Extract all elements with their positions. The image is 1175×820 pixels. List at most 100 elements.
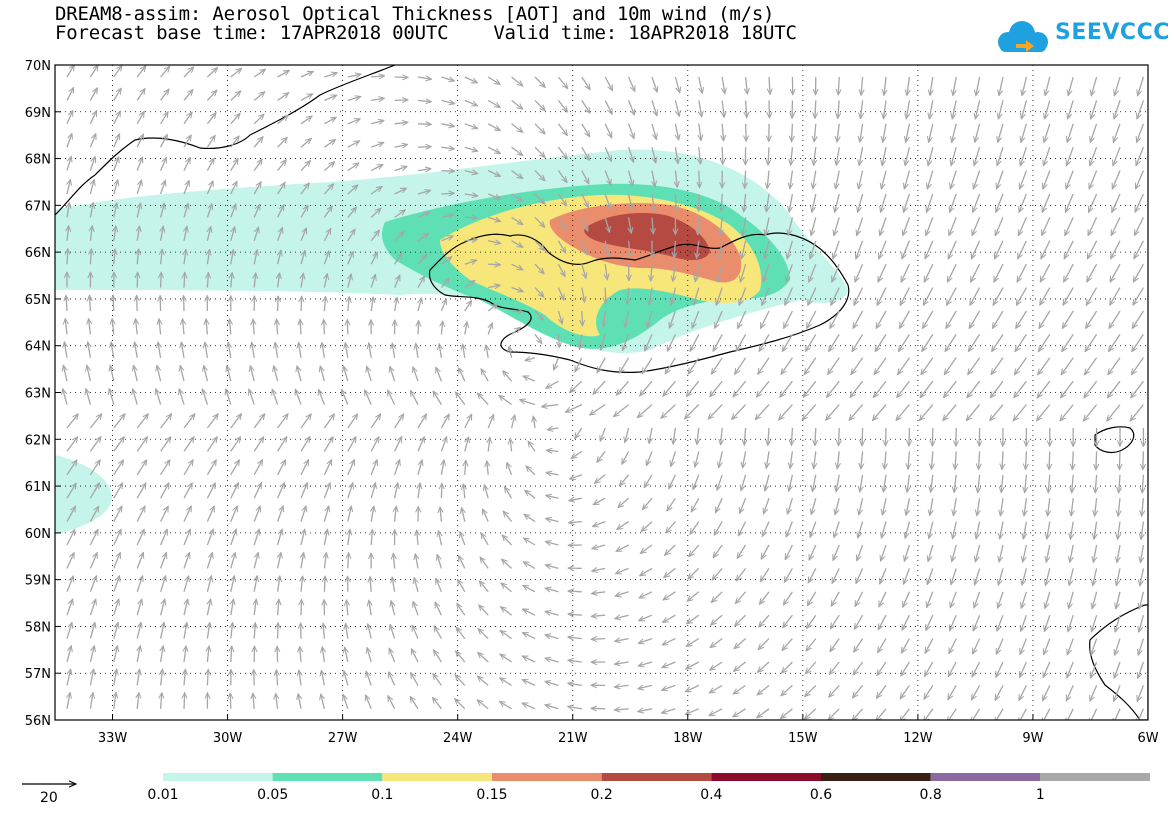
wind-arrow xyxy=(1091,76,1098,96)
wind-arrow xyxy=(746,100,747,117)
wind-arrow xyxy=(348,529,350,546)
wind-arrow xyxy=(417,190,431,194)
wind-arrow xyxy=(183,319,185,335)
wind-arrow xyxy=(465,460,466,475)
wind-arrow xyxy=(392,577,395,592)
wind-arrow xyxy=(297,366,302,382)
wind-arrow xyxy=(1083,404,1098,421)
wind-arrow xyxy=(1023,521,1026,539)
aot-level-0.01-west xyxy=(55,455,112,535)
wind-arrow xyxy=(202,389,209,405)
wind-arrow xyxy=(1136,170,1144,189)
wind-arrow xyxy=(230,483,239,499)
wind-arrow xyxy=(920,380,934,397)
wind-arrow xyxy=(502,535,513,546)
wind-arrow xyxy=(230,113,240,125)
wind-arrow xyxy=(595,474,606,484)
wind-arrow xyxy=(394,232,404,242)
wind-arrow xyxy=(66,133,72,148)
wind-arrow xyxy=(463,344,465,358)
wind-arrow xyxy=(278,576,280,592)
wind-arrow xyxy=(347,460,355,476)
wind-arrow xyxy=(161,249,163,265)
wind-arrow xyxy=(1062,334,1074,351)
wind-arrow xyxy=(675,193,676,211)
wind-arrow xyxy=(862,427,863,446)
wind-arrow xyxy=(826,404,840,421)
wind-arrow xyxy=(183,135,191,148)
wind-arrow xyxy=(299,343,302,358)
wind-arrow xyxy=(947,287,957,306)
wind-arrow xyxy=(511,146,523,155)
seevccc-logo-icon xyxy=(998,21,1048,52)
wind-arrow xyxy=(324,140,335,148)
wind-arrow xyxy=(160,66,170,78)
wind-arrow xyxy=(433,391,442,405)
wind-arrow xyxy=(558,334,559,347)
wind-arrow xyxy=(371,76,384,77)
map-canvas: 70N 69N 68N 67N 66N 65N 64N 63N 62N 61N 60N 59N 58N 5… xyxy=(25,59,1159,746)
wind-arrow xyxy=(853,310,864,328)
wind-arrow xyxy=(759,334,770,351)
wind-arrow xyxy=(546,519,559,522)
wind-arrow xyxy=(441,460,444,475)
wind-arrow xyxy=(440,299,446,312)
wind-arrow xyxy=(90,295,91,312)
wind-arrow xyxy=(581,193,589,207)
colorbar-label-0.01: 0.01 xyxy=(147,787,179,803)
wind-arrow xyxy=(66,553,75,569)
wind-arrow xyxy=(136,437,147,452)
wind-arrow xyxy=(853,287,864,306)
wind-arrow xyxy=(644,474,653,488)
wind-arrow xyxy=(370,230,379,242)
wind-arrow xyxy=(300,319,301,335)
wind-arrow xyxy=(804,357,817,375)
wind-arrow xyxy=(927,568,934,584)
wind-arrow xyxy=(347,437,356,452)
wind-arrow xyxy=(755,404,770,420)
wind-arrow xyxy=(664,567,676,577)
wind-arrow xyxy=(1015,334,1027,351)
wind-arrow xyxy=(206,460,216,476)
wind-arrow xyxy=(323,483,330,499)
wind-arrow xyxy=(688,357,700,374)
wind-arrow xyxy=(1133,217,1144,235)
colorbar-label-0.4: 0.4 xyxy=(700,787,723,803)
wind-arrow xyxy=(67,203,70,218)
wind-arrow xyxy=(230,91,241,101)
wind-arrow xyxy=(1017,263,1027,282)
wind-arrow xyxy=(802,404,817,420)
colorbar-swatch-3 xyxy=(492,773,602,781)
wind-arrow xyxy=(557,193,566,206)
wind-arrow xyxy=(581,217,589,231)
wind-arrow xyxy=(387,390,396,405)
wind-arrow xyxy=(858,170,864,189)
wind-arrow xyxy=(815,100,816,118)
wind-arrow xyxy=(511,99,523,109)
wind-arrow xyxy=(883,100,886,118)
wind-arrow xyxy=(441,257,451,265)
wind-arrow xyxy=(565,404,583,413)
wind-arrow xyxy=(737,310,747,328)
wind-arrow xyxy=(347,414,358,429)
wind-arrow xyxy=(1142,474,1143,493)
wind-arrow xyxy=(278,296,279,312)
wind-arrow xyxy=(604,217,609,232)
wind-arrow xyxy=(487,99,500,107)
wind-arrow xyxy=(324,73,337,78)
wind-arrow xyxy=(827,380,840,397)
aot-level-0.2 xyxy=(584,212,710,261)
wind-arrow xyxy=(1068,100,1074,119)
wind-arrow xyxy=(133,389,138,405)
wind-arrow xyxy=(277,437,287,452)
wind-arrow xyxy=(997,147,1004,166)
wind-arrow xyxy=(487,123,500,131)
wind-arrow xyxy=(253,553,258,569)
wind-arrow xyxy=(113,529,122,546)
wind-arrow xyxy=(1138,76,1145,96)
wind-arrow xyxy=(207,273,208,288)
wind-arrow xyxy=(394,414,404,429)
wind-arrow xyxy=(557,146,567,159)
wind-arrow xyxy=(545,542,559,545)
wind-arrow xyxy=(581,240,587,255)
